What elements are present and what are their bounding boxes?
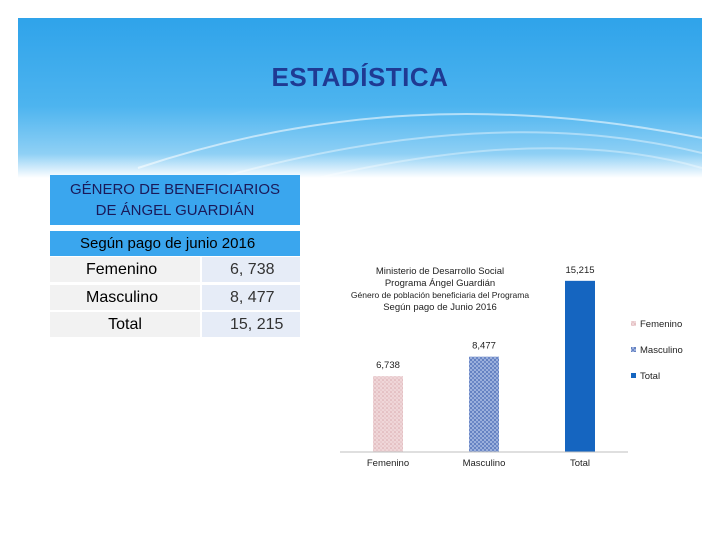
page-title: ESTADÍSTICA bbox=[271, 62, 449, 92]
bar-total bbox=[565, 280, 595, 452]
data-label: 6,738 bbox=[376, 360, 400, 371]
table-row: Total 15, 215 bbox=[50, 312, 300, 337]
table-header: GÉNERO DE BENEFICIARIOS DE ÁNGEL GUARDIÁ… bbox=[50, 175, 300, 225]
legend-swatch bbox=[631, 321, 636, 326]
legend-swatch bbox=[631, 373, 636, 378]
legend-label: Total bbox=[640, 371, 660, 382]
row-value: 8, 477 bbox=[202, 285, 300, 310]
x-tick-label: Masculino bbox=[463, 458, 506, 469]
row-value: 6, 738 bbox=[202, 257, 300, 282]
legend-label: Femenino bbox=[640, 319, 682, 330]
chart-title-line1: Ministerio de Desarrollo Social bbox=[376, 266, 504, 277]
legend-swatch bbox=[631, 347, 636, 352]
row-label: Femenino bbox=[50, 257, 200, 282]
table-subheader: Según pago de junio 2016 bbox=[50, 231, 300, 256]
legend-label: Masculino bbox=[640, 345, 683, 356]
bar-masculino bbox=[469, 356, 499, 452]
table-row: Masculino 8, 477 bbox=[50, 285, 300, 310]
bar-chart: Ministerio de Desarrollo Social Programa… bbox=[340, 265, 683, 469]
x-tick-label: Femenino bbox=[367, 458, 409, 469]
data-label: 15,215 bbox=[565, 265, 594, 276]
x-tick-label: Total bbox=[570, 458, 590, 469]
table-header-line2: DE ÁNGEL GUARDIÁN bbox=[95, 202, 255, 219]
data-label: 8,477 bbox=[472, 341, 496, 352]
decorative-wave-icon bbox=[137, 113, 702, 178]
table-row: Femenino 6, 738 bbox=[50, 257, 300, 282]
header-band bbox=[18, 18, 702, 178]
row-value: 15, 215 bbox=[202, 312, 300, 337]
table-header-line1: GÉNERO DE BENEFICIARIOS bbox=[69, 181, 281, 198]
chart-title-line2: Programa Ángel Guardián bbox=[385, 278, 495, 289]
row-label: Masculino bbox=[50, 285, 200, 310]
row-label: Total bbox=[50, 312, 200, 337]
chart-title-line3: Género de población beneficiaria del Pro… bbox=[351, 290, 529, 300]
chart-title-line4: Según pago de Junio 2016 bbox=[383, 302, 497, 313]
bar-femenino bbox=[373, 376, 403, 452]
